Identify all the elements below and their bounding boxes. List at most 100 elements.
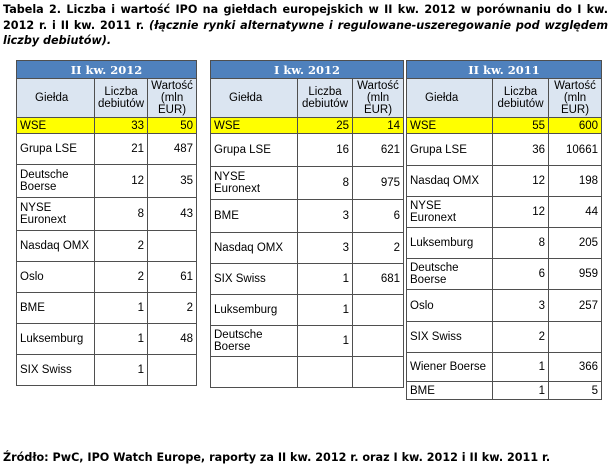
cell-value: 975 (352, 166, 404, 200)
cell-value: 14 (352, 117, 404, 134)
cell-value: 5 (548, 381, 602, 400)
cell-exchange: Nasdaq OMX (210, 232, 298, 264)
cell-value: 198 (548, 165, 602, 197)
table-row: Deutsche Boerse 1 (210, 325, 404, 357)
cell-exchange: SIX Swiss (16, 354, 95, 386)
cell-value: 61 (147, 261, 198, 293)
table-row: Oslo 3 257 (406, 289, 602, 322)
cell-count: 2 (492, 321, 549, 353)
cell-value (147, 354, 198, 386)
cell-count: 55 (492, 117, 549, 134)
cell-count: 6 (492, 258, 549, 290)
table-caption: Tabela 2. Liczba i wartość IPO na giełda… (3, 2, 608, 49)
column-header-value: Wartość (mln EUR) (352, 78, 404, 118)
table-row-highlighted: WSE 33 50 (16, 117, 198, 134)
cell-value: 600 (548, 117, 602, 134)
table-row: BME 1 2 (16, 292, 198, 324)
table-row: Deutsche Boerse 6 959 (406, 258, 602, 290)
period-header: II kw. 2012 (15, 60, 198, 79)
cell-value: 50 (147, 117, 198, 134)
cell-count: 2 (93, 261, 149, 293)
cell-value: 487 (147, 133, 198, 165)
table-row: NYSE Euronext 8 43 (16, 197, 198, 231)
cell-exchange: Oslo (16, 261, 95, 293)
table-row: BME 1 5 (406, 381, 602, 400)
cell-exchange: Wiener Boerse (406, 352, 493, 382)
source-note: Źródło: PwC, IPO Watch Europe, raporty z… (3, 451, 551, 464)
period-header: II kw. 2011 (406, 60, 602, 79)
cell-value (147, 230, 198, 262)
table-row: Nasdaq OMX 12 198 (406, 165, 602, 197)
cell-value: 35 (147, 164, 198, 198)
cell-value: 959 (548, 258, 602, 290)
column-header-value: Wartość (mln EUR) (548, 78, 602, 118)
cell-count: 1 (297, 263, 353, 295)
table-row-highlighted: WSE 25 14 (210, 117, 404, 134)
cell-exchange (210, 356, 298, 388)
cell-count: 33 (93, 117, 149, 134)
cell-value: 43 (147, 197, 198, 231)
cell-value (352, 294, 404, 326)
cell-count: 3 (492, 289, 549, 322)
table-row: Wiener Boerse 1 366 (406, 352, 602, 382)
table-row: Grupa LSE 16 621 (210, 133, 404, 167)
cell-count: 1 (93, 323, 149, 355)
cell-exchange: Nasdaq OMX (406, 165, 493, 197)
cell-count: 16 (297, 133, 353, 167)
cell-value: 6 (352, 199, 404, 233)
cell-count: 1 (93, 354, 149, 386)
cell-value: 48 (147, 323, 198, 355)
table-row: Luksemburg 1 48 (16, 323, 198, 355)
cell-value: 44 (548, 196, 602, 228)
ipo-table-1: II kw. 2012 Giełda Liczba debiutów Wartość … (15, 60, 198, 386)
cell-count: 1 (492, 352, 549, 382)
cell-count: 21 (93, 133, 149, 165)
table-row: SIX Swiss 1 (16, 354, 198, 386)
cell-count: 8 (93, 197, 149, 231)
cell-exchange: BME (210, 199, 298, 233)
cell-exchange: Luksemburg (16, 323, 95, 355)
cell-value (352, 325, 404, 357)
table-row: Luksemburg 1 (210, 294, 404, 326)
table-row: Nasdaq OMX 2 (16, 230, 198, 262)
column-header-exchange: Giełda (406, 78, 493, 118)
cell-count: 1 (297, 325, 353, 357)
cell-count (297, 356, 353, 388)
cell-exchange: BME (16, 292, 95, 324)
column-header-exchange: Giełda (210, 78, 298, 118)
cell-value: 205 (548, 227, 602, 259)
cell-exchange: Grupa LSE (406, 133, 493, 166)
table-row: Luksemburg 8 205 (406, 227, 602, 259)
table-row-highlighted: WSE 55 600 (406, 117, 602, 134)
cell-exchange: WSE (406, 117, 493, 134)
cell-value: 257 (548, 289, 602, 322)
table-row: Grupa LSE 21 487 (16, 133, 198, 165)
cell-count: 3 (297, 199, 353, 233)
cell-value: 2 (147, 292, 198, 324)
cell-count: 3 (297, 232, 353, 264)
cell-value: 366 (548, 352, 602, 382)
table-row (210, 356, 404, 388)
table-row: SIX Swiss 2 (406, 321, 602, 353)
column-header-count: Liczba debiutów (93, 78, 149, 118)
period-header: I kw. 2012 (210, 60, 404, 79)
cell-value: 621 (352, 133, 404, 167)
cell-count: 2 (93, 230, 149, 262)
cell-exchange: Luksemburg (406, 227, 493, 259)
column-header-count: Liczba debiutów (492, 78, 549, 118)
table-row: NYSE Euronext 12 44 (406, 196, 602, 228)
column-header-count: Liczba debiutów (297, 78, 353, 118)
table-row: SIX Swiss 1 681 (210, 263, 404, 295)
cell-count: 8 (297, 166, 353, 200)
column-header-exchange: Giełda (16, 78, 95, 118)
cell-exchange: Grupa LSE (210, 133, 298, 167)
cell-count: 12 (492, 165, 549, 197)
caption-note: (łącznie rynki alternatywne i regulowane… (3, 18, 608, 48)
cell-count: 12 (492, 196, 549, 228)
cell-count: 25 (297, 117, 353, 134)
table-row: Deutsche Boerse 12 35 (16, 164, 198, 198)
table-row: BME 3 6 (210, 199, 404, 233)
ipo-table-3: II kw. 2011 Giełda Liczba debiutów Wartość … (406, 60, 602, 400)
cell-exchange: BME (406, 381, 493, 400)
cell-exchange: Oslo (406, 289, 493, 322)
